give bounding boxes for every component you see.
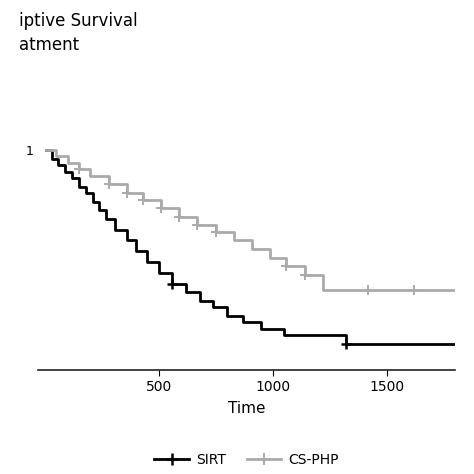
X-axis label: Time: Time	[228, 401, 265, 416]
Text: atment: atment	[19, 36, 79, 54]
Legend: SIRT, CS-PHP: SIRT, CS-PHP	[149, 448, 344, 473]
Text: iptive Survival: iptive Survival	[19, 12, 137, 30]
